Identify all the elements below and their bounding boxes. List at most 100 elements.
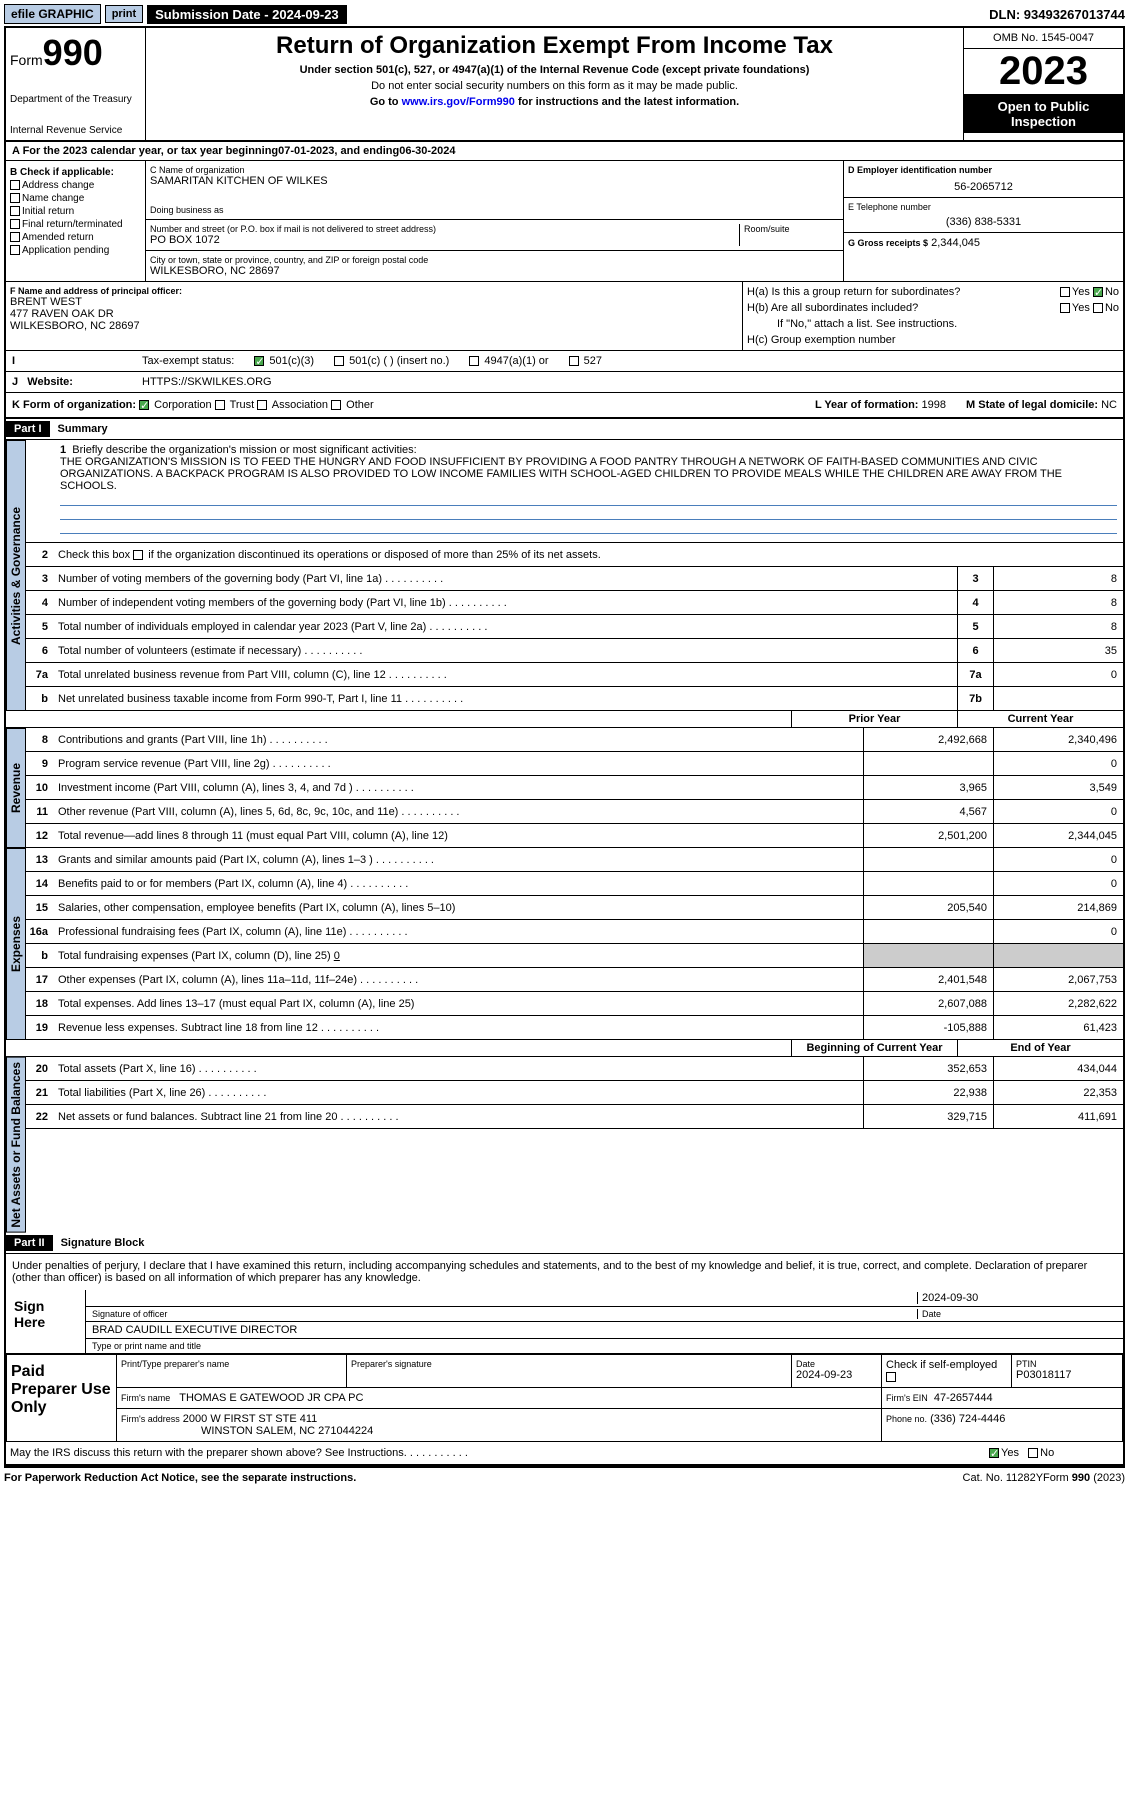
omb-number: OMB No. 1545-0047 <box>964 28 1123 49</box>
v7b <box>993 687 1123 710</box>
part1-title: Summary <box>58 423 108 435</box>
firm-name: THOMAS E GATEWOOD JR CPA PC <box>179 1392 363 1404</box>
l1-label: Briefly describe the organization's miss… <box>72 444 416 456</box>
room-label: Room/suite <box>744 224 839 234</box>
footer-left: For Paperwork Reduction Act Notice, see … <box>4 1472 963 1484</box>
box-b-title: B Check if applicable: <box>10 167 114 178</box>
hb-note: If "No," attach a list. See instructions… <box>747 318 1119 330</box>
m-value: NC <box>1101 399 1117 411</box>
prep-date: 2024-09-23 <box>796 1369 877 1381</box>
sign-here: Sign Here <box>6 1290 86 1353</box>
box-d: D Employer identification number 56-2065… <box>843 161 1123 281</box>
firm-phone: (336) 724-4446 <box>930 1413 1005 1425</box>
instructions-link[interactable]: www.irs.gov/Form990 <box>402 96 515 108</box>
i-label: Tax-exempt status: <box>142 355 234 367</box>
chk-application-pending[interactable] <box>10 245 20 255</box>
irs-label: Internal Revenue Service <box>10 125 141 136</box>
chk-discuss-no[interactable] <box>1028 1448 1038 1458</box>
chk-address-change[interactable] <box>10 180 20 190</box>
chk-l2[interactable] <box>133 550 143 560</box>
addr-label: Number and street (or P.O. box if mail i… <box>150 224 739 234</box>
gross-label: G Gross receipts $ <box>848 238 928 248</box>
k-label: K Form of organization: <box>12 399 136 411</box>
addr-value: PO BOX 1072 <box>150 234 739 246</box>
end-year-hdr: End of Year <box>957 1040 1123 1056</box>
ssn-note: Do not enter social security numbers on … <box>150 80 959 92</box>
org-name: SAMARITAN KITCHEN OF WILKES <box>150 175 839 187</box>
ein-label: D Employer identification number <box>848 165 992 175</box>
part1-header: Part I <box>6 421 50 437</box>
ha-label: H(a) Is this a group return for subordin… <box>747 286 960 298</box>
chk-corp[interactable] <box>139 400 149 410</box>
form-header: Form990 Department of the Treasury Inter… <box>6 28 1123 142</box>
side-netassets: Net Assets or Fund Balances <box>6 1057 26 1233</box>
v7a: 0 <box>993 663 1123 686</box>
ein-value: 56-2065712 <box>848 181 1119 193</box>
l16b-val: 0 <box>334 950 340 962</box>
submission-date: Submission Date - 2024-09-23 <box>147 5 347 24</box>
website-value: HTTPS://SKWILKES.ORG <box>142 376 272 388</box>
chk-501c3[interactable] <box>254 356 264 366</box>
discuss-with-preparer: May the IRS discuss this return with the… <box>6 1445 983 1461</box>
period-label-a: A For the 2023 calendar year, or tax yea… <box>12 145 278 157</box>
part2-title: Signature Block <box>61 1237 145 1249</box>
side-revenue: Revenue <box>6 728 26 848</box>
chk-final-return[interactable] <box>10 219 20 229</box>
mission-text: THE ORGANIZATION'S MISSION IS TO FEED TH… <box>60 456 1117 492</box>
chk-trust[interactable] <box>215 400 225 410</box>
gross-value: 2,344,045 <box>931 237 980 249</box>
m-label: M State of legal domicile: <box>966 399 1098 411</box>
dln: DLN: 93493267013744 <box>989 7 1125 22</box>
officer-city: WILKESBORO, NC 28697 <box>10 320 738 332</box>
chk-ha-yes[interactable] <box>1060 287 1070 297</box>
v6: 35 <box>993 639 1123 662</box>
phone-value: (336) 838-5331 <box>848 216 1119 228</box>
l-label: L Year of formation: <box>815 399 919 411</box>
form-number: 990 <box>43 32 103 73</box>
chk-initial-return[interactable] <box>10 206 20 216</box>
form-prefix: Form <box>10 52 43 68</box>
firm-addr2: WINSTON SALEM, NC 271044224 <box>201 1425 373 1437</box>
chk-amended[interactable] <box>10 232 20 242</box>
box-f: F Name and address of principal officer:… <box>6 282 743 350</box>
l-value: 1998 <box>922 399 946 411</box>
chk-other[interactable] <box>331 400 341 410</box>
chk-hb-no[interactable] <box>1093 303 1103 313</box>
chk-527[interactable] <box>569 356 579 366</box>
firm-addr1: 2000 W FIRST ST STE 411 <box>183 1413 318 1425</box>
prior-year-hdr: Prior Year <box>791 711 957 727</box>
side-governance: Activities & Governance <box>6 440 26 711</box>
type-label: Type or print name and title <box>92 1341 201 1351</box>
goto-link: Go to www.irs.gov/Form990 for instructio… <box>150 96 959 108</box>
box-h: H(a) Is this a group return for subordin… <box>743 282 1123 350</box>
v5: 8 <box>993 615 1123 638</box>
form-subtitle: Under section 501(c), 527, or 4947(a)(1)… <box>150 64 959 76</box>
chk-discuss-yes[interactable] <box>989 1448 999 1458</box>
row-j: J Website: HTTPS://SKWILKES.ORG <box>6 372 1123 393</box>
paid-preparer-label: Paid Preparer Use Only <box>7 1355 117 1441</box>
dba-label: Doing business as <box>150 205 839 215</box>
hc-label: H(c) Group exemption number <box>747 334 1119 346</box>
chk-assoc[interactable] <box>257 400 267 410</box>
officer-label: F Name and address of principal officer: <box>10 286 182 296</box>
current-year-hdr: Current Year <box>957 711 1123 727</box>
form-title: Return of Organization Exempt From Incom… <box>150 32 959 60</box>
chk-4947[interactable] <box>469 356 479 366</box>
top-toolbar: efile GRAPHIC print Submission Date - 20… <box>4 4 1125 24</box>
print-button[interactable]: print <box>105 5 143 23</box>
footer-mid: Cat. No. 11282Y <box>963 1472 1044 1484</box>
v4: 8 <box>993 591 1123 614</box>
chk-ha-no[interactable] <box>1093 287 1103 297</box>
hb-label: H(b) Are all subordinates included? <box>747 302 918 314</box>
part2-header: Part II <box>6 1235 53 1251</box>
chk-name-change[interactable] <box>10 193 20 203</box>
chk-501c[interactable] <box>334 356 344 366</box>
v3: 8 <box>993 567 1123 590</box>
city-value: WILKESBORO, NC 28697 <box>150 265 839 277</box>
chk-self-employed[interactable] <box>886 1372 896 1382</box>
period-row: A For the 2023 calendar year, or tax yea… <box>6 142 1123 161</box>
chk-hb-yes[interactable] <box>1060 303 1070 313</box>
dept-treasury: Department of the Treasury <box>10 94 141 105</box>
page-footer: For Paperwork Reduction Act Notice, see … <box>4 1468 1125 1488</box>
sig-officer-label: Signature of officer <box>92 1309 917 1319</box>
